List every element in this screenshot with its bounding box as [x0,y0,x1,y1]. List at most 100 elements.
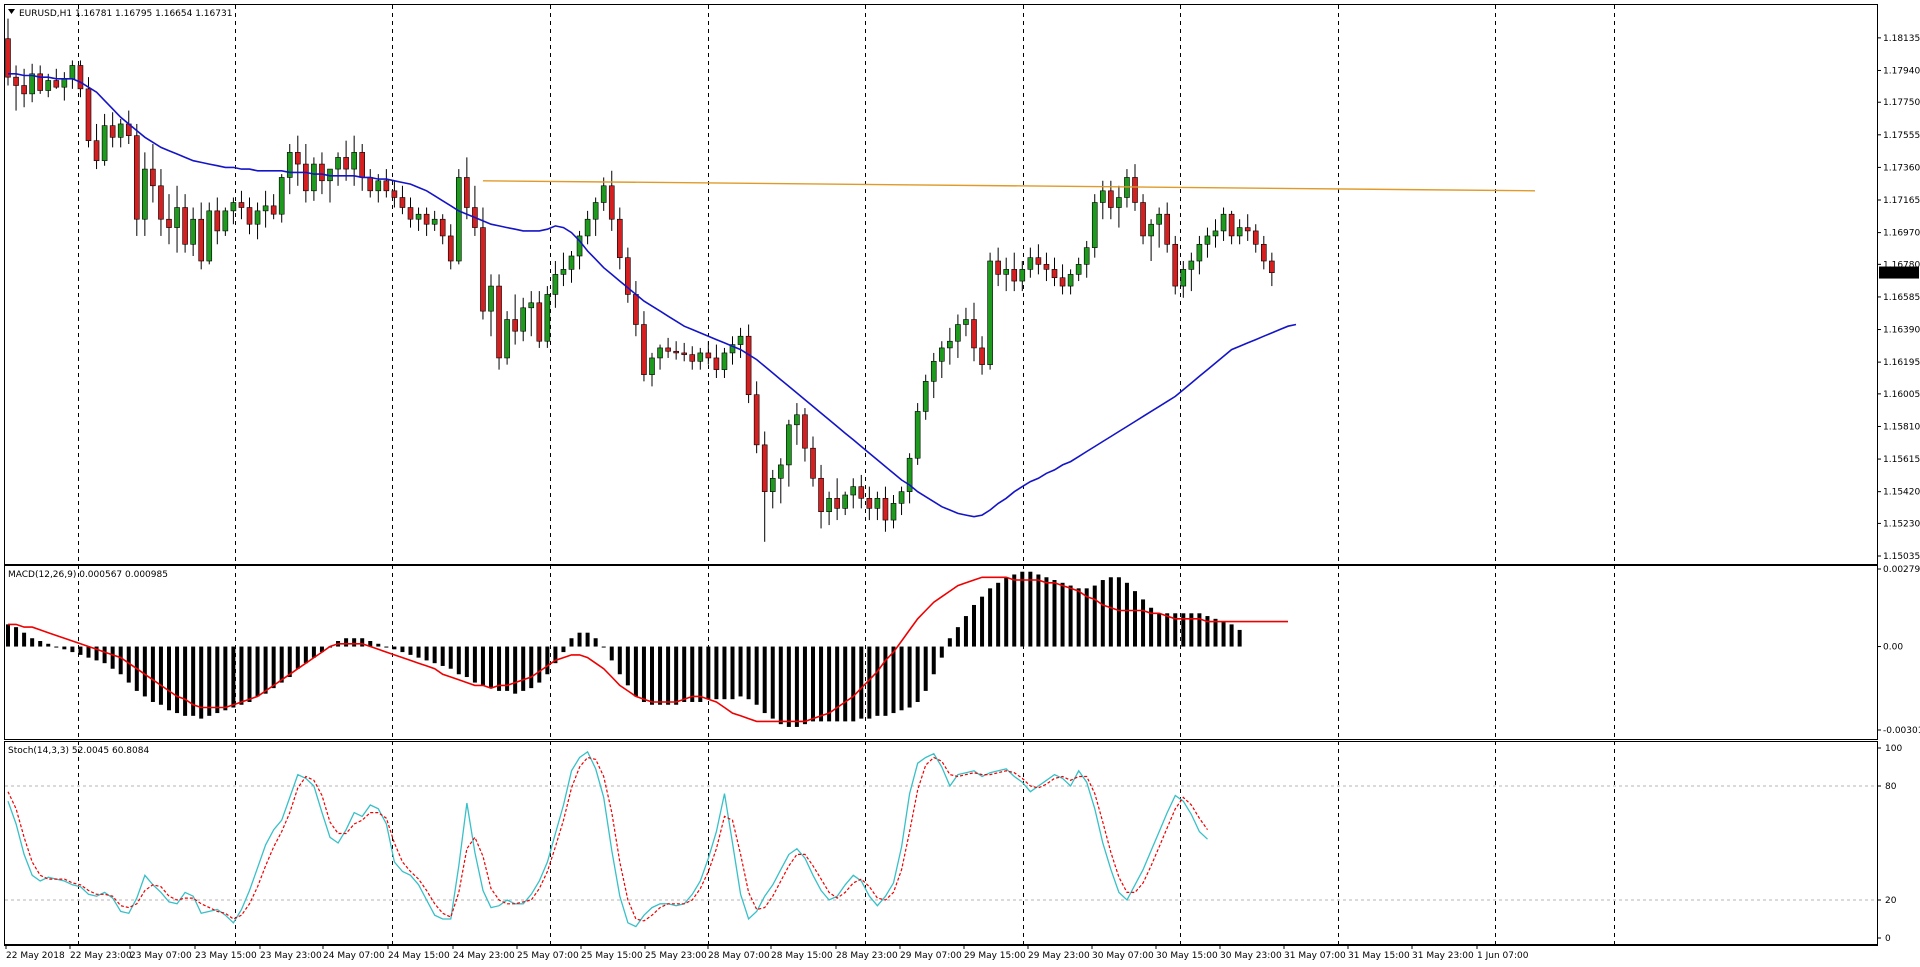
bull-candle [311,163,317,192]
macd-histogram-bar [1092,585,1097,647]
macd-histogram-bar [14,627,19,647]
macd-histogram-bar [271,646,276,689]
time-axis-label: 25 May 15:00 [581,951,643,961]
macd-histogram-bar [183,646,188,716]
bear-candle [407,207,414,220]
bull-candle [947,340,953,349]
macd-histogram-bar [1133,591,1137,647]
stoch-axis-label: 0 [1885,934,1891,944]
stoch-pane [7,750,1208,928]
macd-histogram-bar [658,646,663,705]
bull-candle [286,152,293,178]
bull-candle [1156,213,1162,225]
bear-candle [214,210,221,232]
bull-candle [898,491,905,504]
bull-candle [592,202,599,220]
bull-candle [1116,197,1122,208]
macd-histogram-bar [601,646,606,648]
macd-histogram-bar [561,646,566,653]
bear-candle [246,207,253,225]
macd-histogram-bar [424,646,429,661]
bear-candle [150,168,156,187]
macd-histogram-bar [1141,599,1146,647]
macd-histogram-bar [368,641,373,647]
macd-histogram-bar [939,646,944,658]
dropdown-triangle-icon[interactable] [8,9,15,14]
bull-candle [504,319,510,359]
bear-candle [1164,213,1170,245]
macd-histogram-bar [811,646,815,722]
macd-histogram-bar [545,646,550,675]
bull-candle [842,494,849,509]
bull-candle [1003,269,1010,275]
macd-histogram-bar [70,646,75,653]
bull-candle [1236,227,1243,237]
macd-histogram-bar [875,646,880,716]
macd-label: MACD(12,26,9) 0.000567 0.000985 [8,570,168,580]
bull-candle [45,80,52,91]
bear-candle [705,352,712,359]
bear-candle [1059,277,1066,287]
macd-histogram-bar [175,646,180,714]
macd-histogram-bar [1205,616,1210,647]
macd-histogram-bar [1221,621,1226,647]
bull-candle [890,503,897,521]
time-axis-label: 30 May 15:00 [1156,951,1218,961]
bear-candle [109,125,116,138]
macd-histogram-bar [78,646,83,655]
bull-candle [721,352,728,370]
time-axis-label: 29 May 15:00 [964,951,1026,961]
bear-candle [616,218,623,258]
macd-histogram-bar [86,646,91,658]
macd-histogram-bar [650,646,654,705]
bull-candle [1220,213,1227,232]
stoch-axis-label: 20 [1885,896,1897,906]
bear-candle [303,163,309,192]
bear-candle [1244,227,1251,232]
time-axis-label: 28 May 23:00 [836,951,898,961]
macd-histogram-bar [1229,624,1234,647]
macd-histogram-bar [239,646,244,705]
bear-candle [753,394,760,446]
macd-histogram-bar [505,646,510,691]
resistance-trendline [482,180,1536,192]
bear-candle [673,350,679,354]
macd-histogram-bar [585,632,590,647]
macd-histogram-bar [392,646,397,650]
macd-histogram-bar [38,641,43,647]
bull-candle [1075,264,1082,275]
macd-histogram-bar [867,646,872,719]
time-axis-label: 29 May 07:00 [900,951,962,961]
bull-candle [737,335,744,345]
macd-histogram-bar [384,646,389,648]
macd-histogram-bar [400,646,405,653]
macd-histogram-bar [915,646,920,702]
bear-candle [536,302,543,342]
macd-histogram-bar [1108,577,1113,647]
macd-histogram-bar [191,646,196,716]
bull-candle [1212,230,1219,237]
stoch-pane-frame [4,741,1878,945]
bull-candle [142,168,148,220]
price-axis-label: 1.15810 [1883,422,1920,432]
time-axis-label: 23 May 15:00 [195,951,257,961]
bear-candle [1261,243,1267,262]
bear-candle [383,180,390,192]
bear-candle [21,85,27,95]
bull-candle [963,319,969,325]
macd-histogram-bar [666,646,671,705]
price-axis-label: 1.16585 [1883,293,1920,303]
macd-histogram-bar [497,646,502,691]
macd-histogram-bar [827,646,832,722]
bull-candle [1091,202,1098,248]
macd-histogram-bar [891,646,896,714]
macd-histogram-bar [255,646,260,697]
macd-histogram-bar [215,646,220,714]
bear-candle [5,38,11,78]
macd-histogram-bar [54,646,59,648]
bear-candle [681,352,688,355]
macd-histogram-bar [1012,574,1017,647]
bull-candle [794,414,800,426]
macd-histogram-bar [1213,618,1218,647]
time-axis-label: 30 May 07:00 [1092,951,1154,961]
